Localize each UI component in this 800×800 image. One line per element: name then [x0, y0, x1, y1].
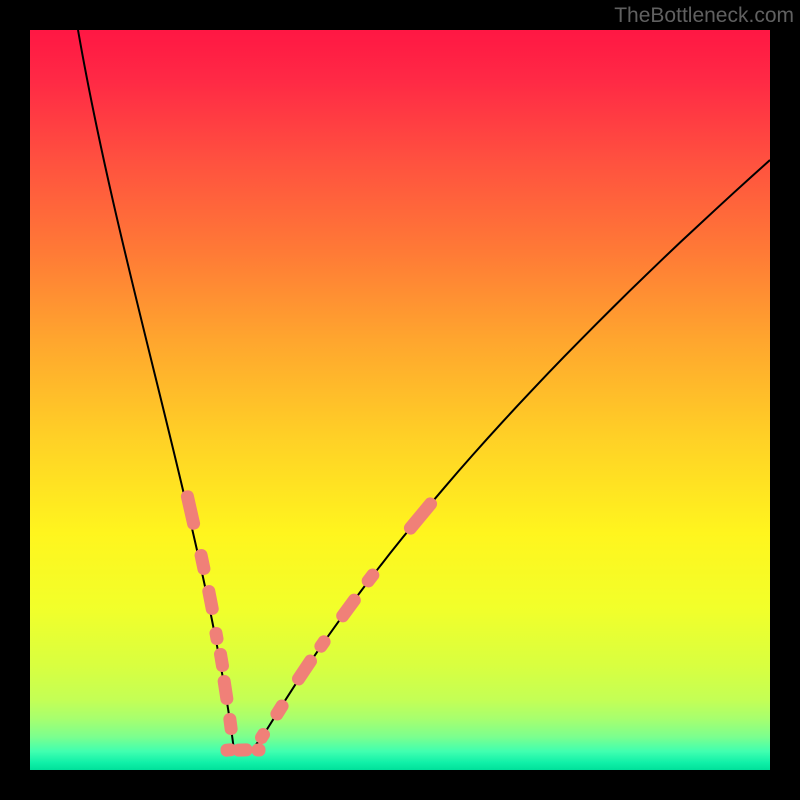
plot-svg: [30, 30, 770, 770]
plot-area: [30, 30, 770, 770]
gradient-background: [30, 30, 770, 770]
bead-bottom-1: [232, 743, 252, 757]
watermark-label: TheBottleneck.com: [614, 4, 794, 28]
bead-bottom-2: [251, 743, 265, 756]
chart-root: { "watermark": { "text": "TheBottleneck.…: [0, 0, 800, 800]
